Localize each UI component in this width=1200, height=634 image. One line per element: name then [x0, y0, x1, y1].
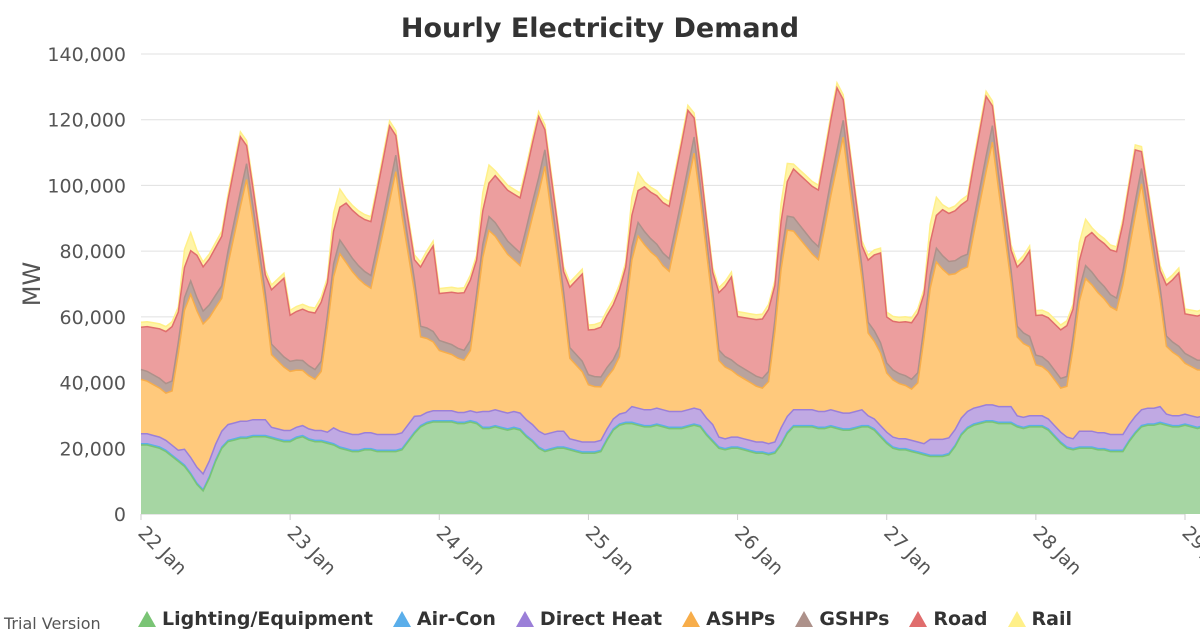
- triangle-icon: [1007, 611, 1026, 627]
- series-line-air-con: [141, 419, 1200, 492]
- triangle-icon: [909, 611, 928, 627]
- series-line-rail: [140, 80, 1200, 328]
- series-area-road: [141, 87, 1200, 384]
- y-tick-label: 100,000: [47, 175, 126, 197]
- series-area-rail: [141, 82, 1200, 332]
- legend-label: Rail: [1031, 608, 1073, 630]
- plot-areas: [140, 80, 1200, 514]
- series-area-gshps: [141, 120, 1200, 394]
- series-line-gshps: [140, 120, 1200, 385]
- y-tick-label: 80,000: [60, 241, 126, 263]
- triangle-icon: [138, 611, 156, 627]
- series-line-direct-heat: [141, 404, 1200, 476]
- legend-item-lighting-equipment[interactable]: Lighting/Equipment: [138, 608, 373, 630]
- x-tick-label: 23 Jan: [283, 522, 341, 580]
- y-tick-label: 0: [114, 504, 126, 526]
- series-area-ashps: [141, 137, 1200, 474]
- legend: Lighting/Equipment Air-Con Direct Heat A…: [138, 606, 1072, 632]
- legend-item-gshps[interactable]: GSHPs: [795, 608, 889, 630]
- legend-label: Direct Heat: [539, 608, 663, 630]
- legend-item-direct-heat[interactable]: Direct Heat: [515, 608, 663, 630]
- legend-label: GSHPs: [819, 608, 890, 630]
- chart-title: Hourly Electricity Demand: [401, 13, 799, 44]
- y-tick-label: 20,000: [60, 438, 126, 460]
- legend-label: Lighting/Equipment: [162, 608, 373, 630]
- x-tick-label: 29 Jan: [1177, 522, 1200, 580]
- legend-label: Road: [933, 608, 988, 630]
- x-tick-label: 28 Jan: [1028, 522, 1086, 580]
- trial-version-label: Trial Version: [4, 614, 101, 633]
- x-tick-label: 24 Jan: [432, 522, 490, 580]
- series-line-road: [140, 85, 1200, 333]
- triangle-icon: [795, 611, 814, 627]
- series-line-ashps: [140, 136, 1200, 395]
- y-axis-label: MW: [18, 262, 46, 306]
- triangle-icon: [682, 611, 701, 627]
- legend-item-ashps[interactable]: ASHPs: [682, 608, 775, 630]
- legend-label: Air-Con: [416, 608, 496, 630]
- legend-item-rail[interactable]: Rail: [1007, 608, 1073, 630]
- y-tick-label: 120,000: [47, 110, 126, 132]
- x-tick-label: 27 Jan: [879, 522, 937, 580]
- series-area-direct-heat: [141, 404, 1200, 490]
- y-tick-label: 60,000: [60, 307, 126, 329]
- triangle-icon: [392, 611, 411, 627]
- triangle-icon: [515, 611, 534, 627]
- legend-label: ASHPs: [706, 608, 776, 630]
- legend-item-road[interactable]: Road: [909, 608, 988, 630]
- y-tick-label: 140,000: [47, 44, 126, 66]
- y-tick-label: 40,000: [60, 373, 126, 395]
- x-tick-label: 25 Jan: [581, 522, 639, 580]
- legend-item-air-con[interactable]: Air-Con: [392, 608, 496, 630]
- series-line-lighting-equipment: [141, 421, 1200, 493]
- x-tick-label: 26 Jan: [730, 522, 788, 580]
- x-tick-label: 22 Jan: [133, 522, 191, 580]
